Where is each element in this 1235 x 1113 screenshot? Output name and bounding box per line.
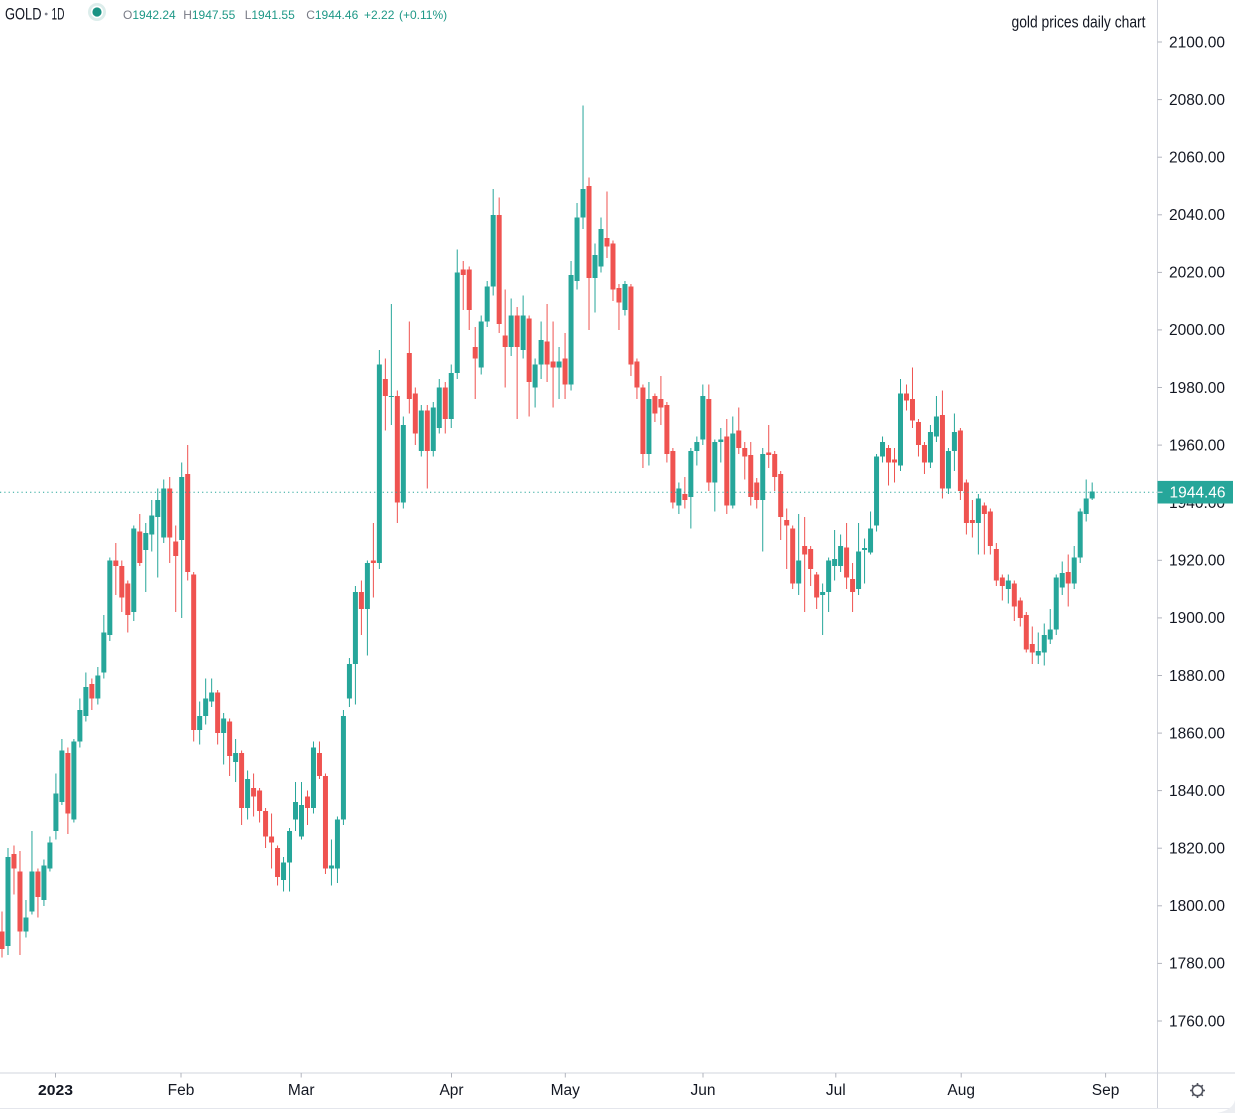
svg-text:2040.00: 2040.00: [1169, 207, 1225, 224]
svg-text:H1947.55: H1947.55: [183, 8, 235, 22]
svg-text:Aug: Aug: [947, 1082, 975, 1099]
svg-text:1860.00: 1860.00: [1169, 725, 1225, 742]
svg-text:Jun: Jun: [691, 1082, 716, 1099]
svg-text:Jul: Jul: [826, 1082, 846, 1099]
svg-text:1944.46: 1944.46: [1170, 485, 1226, 502]
svg-text:C1944.46: C1944.46: [306, 8, 358, 22]
svg-text:1820.00: 1820.00: [1169, 841, 1225, 858]
svg-text:(+0.11%): (+0.11%): [399, 8, 447, 22]
svg-text:L1941.55: L1941.55: [245, 8, 295, 22]
svg-text:+2.22: +2.22: [364, 8, 395, 22]
svg-text:GOLD: GOLD: [5, 6, 42, 24]
svg-text:2023: 2023: [38, 1082, 73, 1099]
svg-text:1780.00: 1780.00: [1169, 956, 1225, 973]
svg-text:O1942.24: O1942.24: [123, 8, 176, 22]
svg-text:1880.00: 1880.00: [1169, 668, 1225, 685]
svg-text:1980.00: 1980.00: [1169, 380, 1225, 397]
svg-text:Apr: Apr: [439, 1082, 463, 1099]
svg-text:2060.00: 2060.00: [1169, 150, 1225, 167]
svg-text:1900.00: 1900.00: [1169, 610, 1225, 627]
svg-text:1D: 1D: [52, 6, 65, 24]
svg-text:2080.00: 2080.00: [1169, 92, 1225, 109]
svg-text:1960.00: 1960.00: [1169, 437, 1225, 454]
svg-text:Sep: Sep: [1092, 1082, 1120, 1099]
svg-text:2100.00: 2100.00: [1169, 34, 1225, 51]
svg-text:May: May: [551, 1082, 581, 1099]
svg-text:2000.00: 2000.00: [1169, 322, 1225, 339]
svg-text:2020.00: 2020.00: [1169, 265, 1225, 282]
svg-text:1800.00: 1800.00: [1169, 898, 1225, 915]
svg-text:1920.00: 1920.00: [1169, 553, 1225, 570]
svg-text:gold prices daily chart: gold prices daily chart: [1012, 13, 1146, 31]
svg-text:1760.00: 1760.00: [1169, 1013, 1225, 1030]
svg-text:Feb: Feb: [168, 1082, 195, 1099]
svg-text:Mar: Mar: [288, 1082, 315, 1099]
svg-text:1840.00: 1840.00: [1169, 783, 1225, 800]
